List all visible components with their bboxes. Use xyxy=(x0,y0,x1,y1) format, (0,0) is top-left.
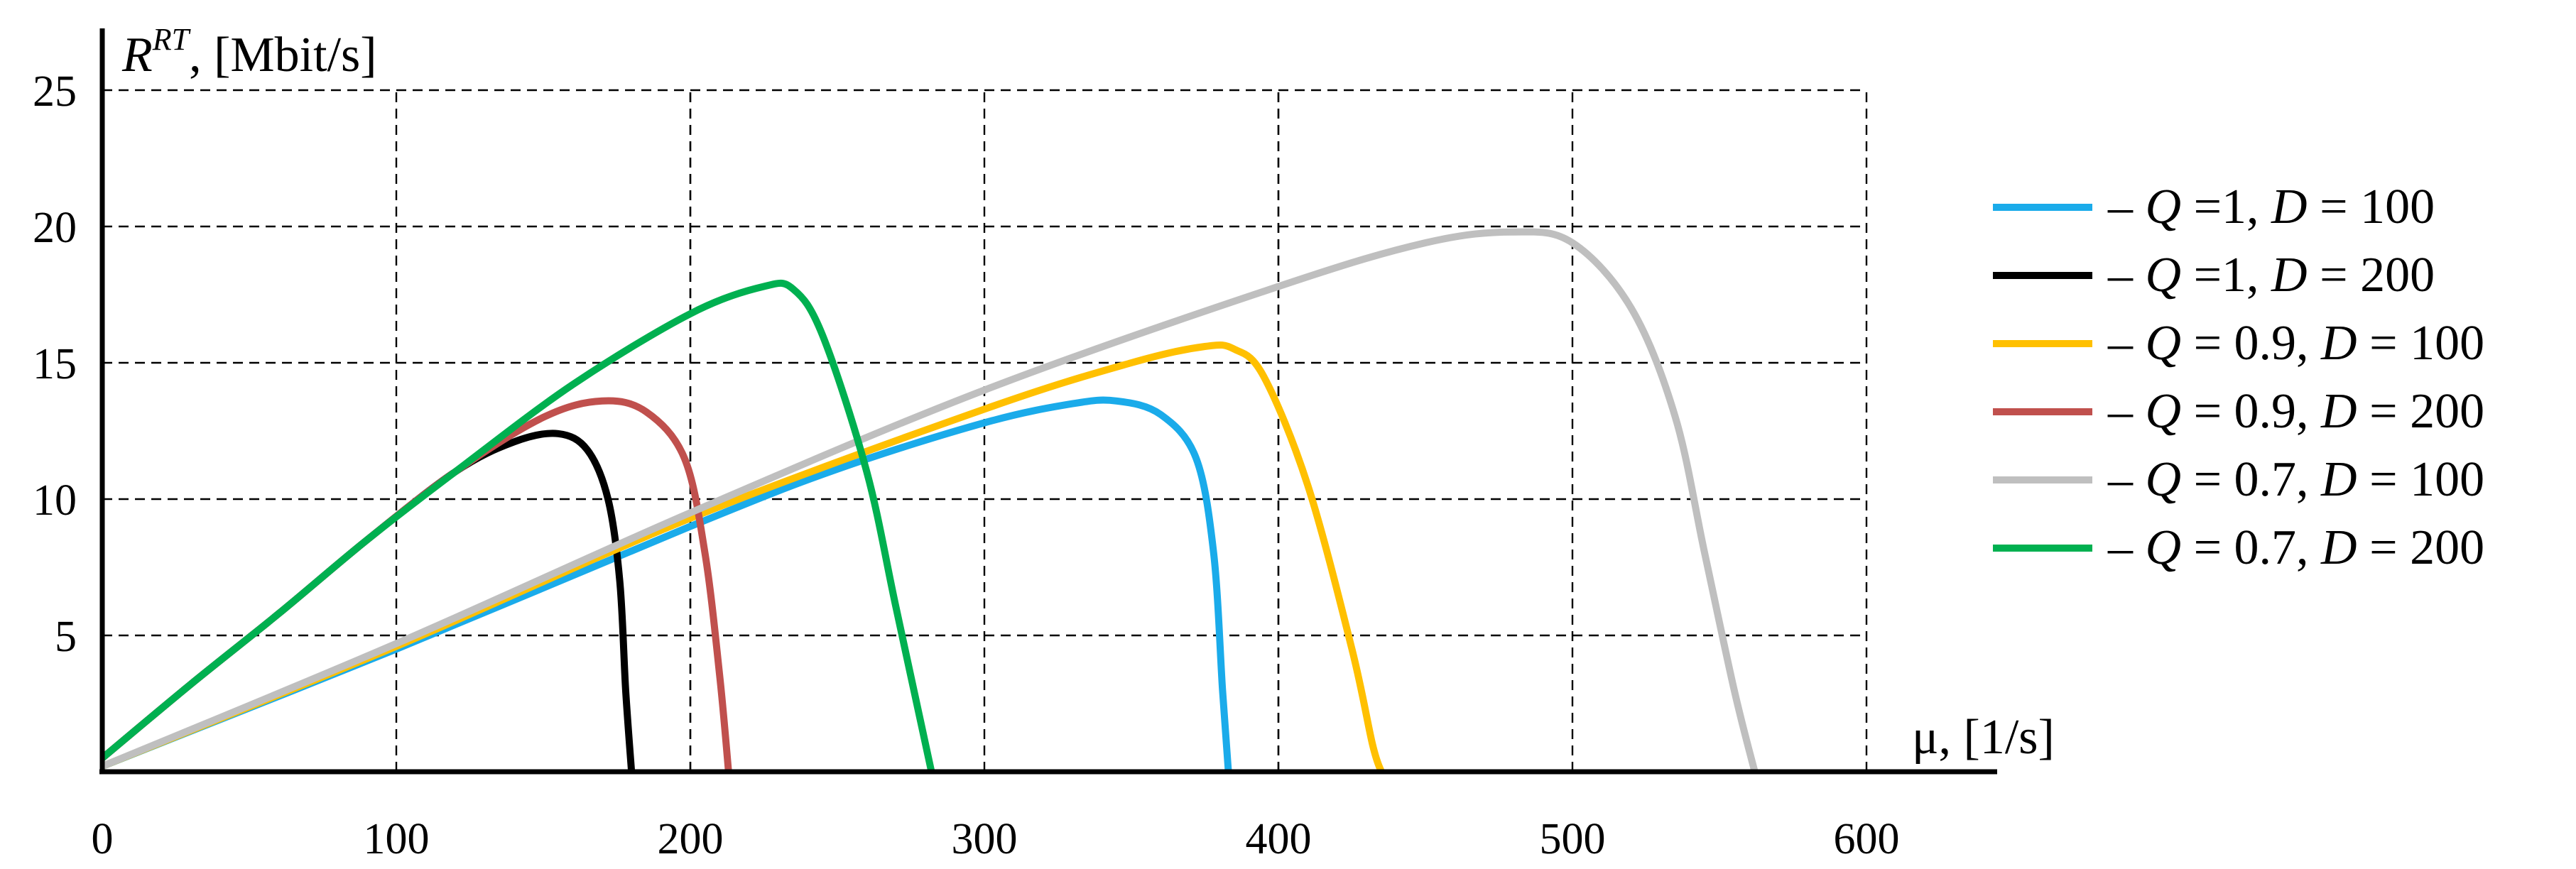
legend: – Q =1, D = 100– Q =1, D = 200– Q = 0.9,… xyxy=(1993,180,2484,575)
legend-part: – xyxy=(2107,520,2146,575)
legend-part: Q xyxy=(2146,520,2182,575)
y-tick-label: 5 xyxy=(55,613,77,661)
x-tick-label: 400 xyxy=(1246,815,1312,863)
legend-part: = 0.9, xyxy=(2181,384,2321,439)
x-tick-label: 200 xyxy=(658,815,724,863)
legend-part: = 100 xyxy=(2357,316,2484,371)
legend-part: =1, xyxy=(2181,180,2271,234)
series-line-5 xyxy=(101,228,1759,773)
legend-part: Q xyxy=(2146,384,2182,439)
legend-part: D xyxy=(2320,452,2357,507)
legend-part: = 100 xyxy=(2357,452,2484,507)
series-line-3 xyxy=(101,341,1385,773)
y-axis-title: RRT, [Mbit/s] xyxy=(121,22,377,82)
legend-part: – xyxy=(2107,248,2146,302)
legend-part: – xyxy=(2107,452,2146,507)
axes xyxy=(99,28,1997,775)
legend-part: Q xyxy=(2146,248,2182,302)
y-tick-label: 25 xyxy=(33,67,77,116)
legend-part: D xyxy=(2320,520,2357,575)
series-line-6 xyxy=(99,279,935,773)
legend-part: = 100 xyxy=(2308,180,2435,234)
legend-part: D xyxy=(2271,248,2308,302)
legend-part: =1, xyxy=(2181,248,2271,302)
legend-part: = 200 xyxy=(2357,520,2484,575)
legend-part: = 200 xyxy=(2308,248,2435,302)
x-tick-label: 0 xyxy=(92,815,114,863)
legend-label-5: – Q = 0.7, D = 100 xyxy=(2107,452,2484,507)
x-tick-label: 100 xyxy=(364,815,430,863)
legend-part: – xyxy=(2107,180,2146,234)
legend-label-3: – Q = 0.9, D = 100 xyxy=(2107,316,2484,371)
legend-label-4: – Q = 0.9, D = 200 xyxy=(2107,384,2484,439)
legend-part: D xyxy=(2320,384,2357,439)
legend-part: = 0.9, xyxy=(2181,316,2321,371)
legend-part: = 0.7, xyxy=(2181,452,2321,507)
tick-labels: 5 10 15 20 25 0 100 200 300 400 500 600 xyxy=(33,67,1900,863)
series-line-1 xyxy=(101,396,1232,772)
legend-label-1: – Q =1, D = 100 xyxy=(2107,180,2435,234)
grid xyxy=(102,89,1868,772)
y-tick-label: 20 xyxy=(33,204,77,252)
x-tick-label: 500 xyxy=(1540,815,1606,863)
x-axis-title-main: μ xyxy=(1912,710,1939,765)
legend-label-6: – Q = 0.7, D = 200 xyxy=(2107,520,2484,575)
y-tick-label: 15 xyxy=(33,340,77,388)
series-line-4 xyxy=(99,397,732,772)
y-axis-title-rest: , [Mbit/s] xyxy=(189,28,376,82)
y-axis-title-main: R xyxy=(121,28,153,82)
legend-part: D xyxy=(2271,180,2308,234)
legend-part: = 200 xyxy=(2357,384,2484,439)
legend-part: – xyxy=(2107,316,2146,371)
legend-part: Q xyxy=(2146,180,2182,234)
y-tick-label: 10 xyxy=(33,476,77,525)
legend-part: Q xyxy=(2146,452,2182,507)
x-tick-label: 600 xyxy=(1834,815,1900,863)
y-axis-title-sup: RT xyxy=(152,22,192,57)
series-line-2 xyxy=(99,430,636,772)
legend-label-2: – Q =1, D = 200 xyxy=(2107,248,2435,302)
plot-area xyxy=(99,228,1759,773)
x-tick-label: 300 xyxy=(952,815,1018,863)
legend-part: D xyxy=(2320,316,2357,371)
legend-part: = 0.7, xyxy=(2181,520,2321,575)
x-axis-title-rest: , [1/s] xyxy=(1939,710,2055,765)
x-axis-title: μ, [1/s] xyxy=(1912,710,2055,765)
legend-part: – xyxy=(2107,384,2146,439)
legend-part: Q xyxy=(2146,316,2182,371)
